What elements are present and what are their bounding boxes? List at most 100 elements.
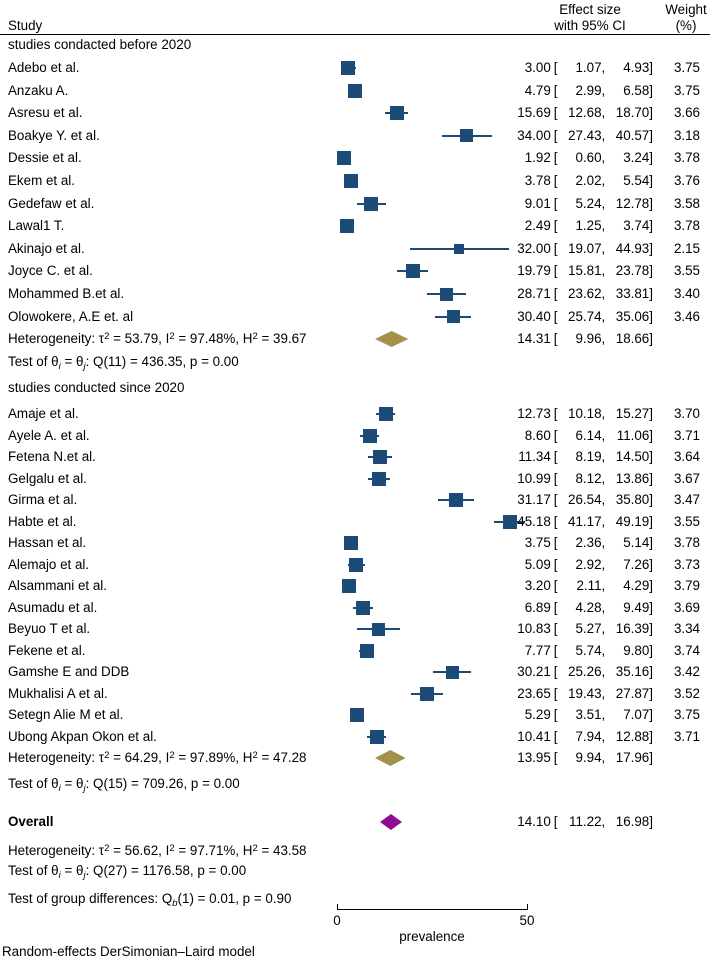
effect-estimate: 14.10 [517,814,551,829]
study-row: Beyuo T et al. 10.83[5.27, 16.39] 3.34 [0,618,710,640]
ci-upper: 35.06 [615,308,650,324]
effect-estimate: 34.00 [517,127,551,143]
close-bracket: ] [649,173,653,188]
effect-marker [440,287,454,301]
study-label: Alsammani et al. [8,578,107,593]
stat-text: Test of θi = θj: Q(15) = 709.26, p = 0.0… [8,776,240,794]
stat-text-segment: Heterogeneity: τ [8,750,105,765]
effect-estimate: 4.79 [524,82,551,98]
open-bracket: [ [553,664,558,679]
ci-upper: 23.78 [615,263,650,279]
effect-text: 12.73[10.18, 15.27] [511,406,653,422]
stat-text: Test of group differences: Qb(1) = 0.01,… [8,891,291,909]
ci-upper: 13.86 [615,470,650,486]
open-bracket: [ [553,707,558,722]
x-axis-tick [337,904,338,909]
effect-estimate: 14.31 [517,331,551,346]
stat-text: Heterogeneity: τ2 = 56.62, I2 = 97.71%, … [8,843,307,861]
sup-segment: 2 [169,331,175,342]
ci-lower: 5.27 [575,621,602,636]
close-bracket: ] [649,599,653,615]
group-difference-row: Test of group differences: Qb(1) = 0.01,… [0,888,710,910]
comma: , [601,685,606,701]
effect-marker [445,665,459,679]
effect-marker [341,61,356,75]
ci-lower: 15.81 [568,263,602,279]
test-row: Test of θi = θj: Q(15) = 709.26, p = 0.0… [0,773,710,795]
study-row: Ayele A. et al. 8.60[6.14, 11.06] 3.71 [0,425,710,447]
ci-upper: 49.19 [615,513,650,529]
sub-segment: j [83,361,86,372]
effect-estimate: 3.75 [524,535,551,550]
summary-diamond [379,814,402,830]
open-bracket: [ [553,685,558,701]
ci-lower: 11.22 [569,814,602,829]
ci-lower: 12.68 [568,105,602,121]
effect-text: 3.75[2.36, 5.14] [511,535,653,551]
ci-lower: 41.17 [568,513,602,529]
close-bracket: ] [649,240,653,256]
close-bracket: ] [649,513,653,529]
effect-text: 31.17[26.54, 35.80] [511,492,653,508]
effect-estimate: 3.00 [524,60,551,75]
comma: , [601,750,606,765]
weight-value: 3.78 [673,150,700,166]
effect-marker [371,471,386,486]
effect-marker [359,643,374,658]
weight-value: 3.34 [673,621,700,636]
ci-upper: 35.16 [615,664,650,679]
ci-upper: 4.29 [623,578,650,593]
effect-estimate: 9.01 [524,195,551,211]
effect-marker [502,514,517,529]
close-bracket: ] [649,263,653,279]
sup-segment: 2 [169,750,175,761]
study-row: Mukhalisi A et al. 23.65[19.43, 27.87] 3.52 [0,683,710,705]
sup-segment: 2 [104,750,110,761]
ci-upper: 3.74 [623,218,650,234]
weight-value: 3.47 [673,492,700,507]
effect-text: 7.77[5.74, 9.80] [511,643,653,659]
close-bracket: ] [649,286,653,301]
close-bracket: ] [649,82,653,98]
comma: , [601,642,606,658]
ci-lower: 10.18 [568,406,602,421]
ci-upper: 5.14 [623,535,650,550]
effect-marker [362,428,377,443]
study-label: Joyce C. et al. [8,263,93,279]
study-label: Fetena N.et al. [8,449,96,464]
ci-upper: 6.58 [623,82,650,98]
comma: , [601,150,606,166]
effect-estimate: 30.40 [517,308,551,324]
effect-marker [389,106,404,121]
effect-marker [369,729,384,744]
open-bracket: [ [553,427,558,443]
ci-upper: 11.06 [616,427,650,443]
close-bracket: ] [649,664,653,679]
sup-segment: 2 [169,843,175,854]
column-header-study: Study [8,18,43,33]
study-row: Asresu et al. 15.69[12.68, 18.70] 3.66 [0,102,710,124]
effect-text: 19.79[15.81, 23.78] [511,263,653,279]
effect-text: 3.20[2.11, 4.29] [511,578,653,594]
ci-upper: 3.24 [623,150,650,166]
ci-lower: 5.74 [575,642,602,658]
effect-text: 10.41[7.94, 12.88] [511,729,653,745]
effect-estimate: 11.34 [518,449,551,464]
close-bracket: ] [649,535,653,550]
effect-estimate: 5.09 [524,556,551,572]
weight-value: 3.75 [673,707,700,722]
overall-row: Overall 14.10[11.22, 16.98] [0,811,710,833]
comma: , [601,127,606,143]
open-bracket: [ [553,218,558,234]
effect-estimate: 19.79 [517,263,551,279]
summary-diamond [375,331,409,347]
ci-upper: 4.93 [623,60,650,75]
sub-segment: i [58,870,61,881]
study-row: Hassan et al. 3.75[2.36, 5.14] 3.78 [0,532,710,554]
study-label: Lawal1 T. [8,218,65,234]
stat-text-segment: Heterogeneity: τ [8,843,105,858]
ci-lower: 6.14 [575,427,602,443]
test-row: Test of θi = θj: Q(27) = 1176.58, p = 0.… [0,860,710,882]
study-row: Akinajo et al. 32.00[19.07, 44.93] 2.15 [0,238,710,260]
sup-segment: 2 [252,750,258,761]
